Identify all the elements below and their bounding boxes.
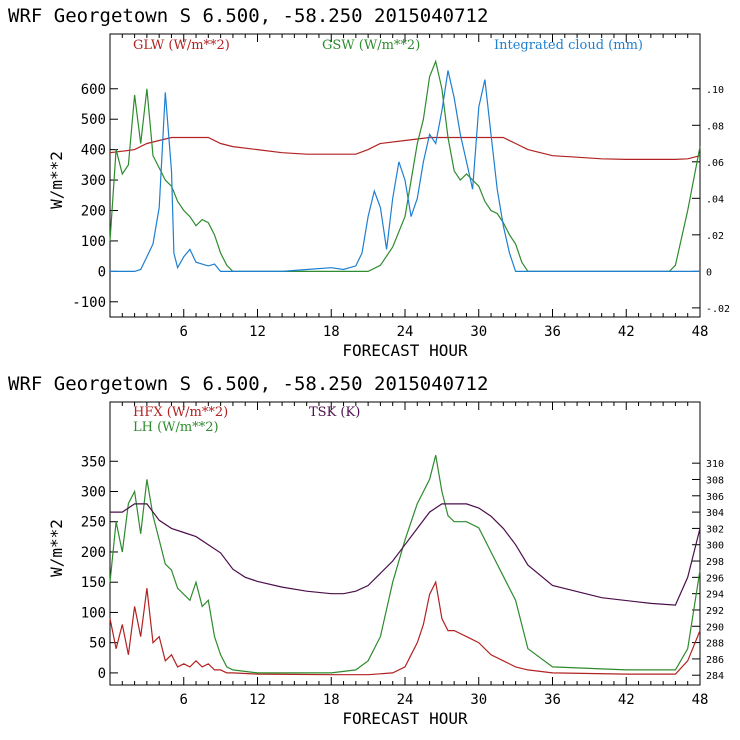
bottom-ytick-label: 300 (81, 484, 106, 500)
bottom-xtick-label: 48 (692, 692, 709, 708)
bottom-xtick-label: 24 (397, 692, 414, 708)
top-plot-frame (109, 33, 701, 318)
top-xtick-label: 6 (180, 324, 188, 340)
top-xtick-label: 48 (692, 324, 709, 340)
bottom-y2tick-label: 304 (706, 508, 724, 519)
top-xtick-label: 42 (618, 324, 635, 340)
top-left-axis: -100 0 100 200 300 400 500 600 (72, 82, 118, 311)
top-ytick-label: 400 (81, 143, 106, 159)
bottom-xtick-label: 12 (249, 692, 266, 708)
bottom-right-axis: 284 286 288 290 292 294 296 298 300 302 304 306 308 3… (692, 459, 724, 682)
bottom-y2tick-label: 284 (706, 671, 724, 682)
bottom-xtick-label: 36 (544, 692, 561, 708)
bottom-y2tick-label: 296 (706, 573, 724, 584)
top-y2tick-label: .08 (706, 121, 724, 132)
bottom-y2tick-label: 292 (706, 606, 724, 617)
legend-tsk: TSK (K) (309, 405, 360, 420)
legend-hfx: HFX (W/m**2) (133, 405, 228, 420)
top-y2tick-label: 0 (706, 267, 712, 278)
bottom-xtick-label: 30 (470, 692, 487, 708)
bottom-ytick-label: 250 (81, 515, 106, 531)
bottom-title: WRF Georgetown S 6.500, -58.250 20150407… (8, 373, 488, 395)
bottom-x-axis: 6 12 18 24 30 36 42 48 (121, 402, 709, 708)
bottom-y2tick-label: 306 (706, 492, 724, 503)
bottom-series-lh-line (109, 455, 701, 674)
bottom-panel: WRF Georgetown S 6.500, -58.250 20150407… (8, 373, 724, 728)
top-y2tick-label: -.02 (706, 304, 730, 315)
top-ytick-label: 500 (81, 112, 106, 128)
bottom-ytick-label: 0 (98, 666, 106, 682)
bottom-y2tick-label: 290 (706, 622, 724, 633)
bottom-ytick-label: 50 (89, 636, 106, 652)
bottom-x-label: FORECAST HOUR (342, 709, 468, 728)
bottom-y-label: W/m**2 (47, 519, 66, 577)
bottom-y2tick-label: 298 (706, 557, 724, 568)
top-ytick-label: 100 (81, 234, 106, 250)
bottom-y2tick-label: 308 (706, 475, 724, 486)
top-x-axis: 6 12 18 24 30 36 42 48 (121, 34, 709, 340)
top-xtick-label: 36 (544, 324, 561, 340)
top-xtick-label: 30 (470, 324, 487, 340)
bottom-y2tick-label: 310 (706, 459, 724, 470)
top-y2tick-label: .02 (706, 231, 724, 242)
top-series-gsw-line (109, 59, 701, 272)
bottom-y2tick-label: 294 (706, 590, 724, 601)
top-x-label: FORECAST HOUR (342, 341, 468, 360)
legend-glw: GLW (W/m**2) (133, 38, 230, 53)
bottom-y2tick-label: 300 (706, 541, 724, 552)
top-ytick-label: -100 (72, 295, 106, 311)
top-y2tick-label: .04 (706, 194, 724, 205)
bottom-series (109, 455, 701, 676)
legend-cloud: Integrated cloud (mm) (494, 38, 643, 53)
top-series (109, 59, 701, 272)
legend-gsw: GSW (W/m**2) (322, 38, 420, 53)
top-ytick-label: 0 (98, 264, 106, 280)
bottom-series-hfx-line (109, 580, 701, 676)
bottom-ytick-label: 200 (81, 545, 106, 561)
bottom-xtick-label: 42 (618, 692, 635, 708)
bottom-left-axis: 0 50 100 150 200 250 300 350 (81, 454, 118, 682)
bottom-plot-frame (109, 401, 701, 686)
legend-lh: LH (W/m**2) (133, 420, 219, 435)
top-xtick-label: 18 (323, 324, 340, 340)
bottom-xtick-label: 18 (323, 692, 340, 708)
bottom-xtick-label: 6 (180, 692, 188, 708)
top-panel: WRF Georgetown S 6.500, -58.250 20150407… (8, 5, 730, 360)
top-title: WRF Georgetown S 6.500, -58.250 20150407… (8, 5, 488, 27)
top-xtick-label: 12 (249, 324, 266, 340)
top-series-cloud-line (110, 70, 700, 272)
bottom-ytick-label: 350 (81, 454, 106, 470)
top-ytick-label: 200 (81, 203, 106, 219)
top-series-glw-line (109, 136, 701, 160)
top-y-label: W/m**2 (47, 151, 66, 209)
bottom-y2tick-label: 288 (706, 639, 724, 650)
top-right-axis: -.02 0 .02 .04 .06 .08 .10 (692, 85, 730, 315)
top-y2tick-label: .10 (706, 85, 724, 96)
bottom-ytick-label: 100 (81, 605, 106, 621)
top-xtick-label: 24 (397, 324, 414, 340)
bottom-ytick-label: 150 (81, 575, 106, 591)
bottom-y2tick-label: 302 (706, 524, 724, 535)
bottom-y2tick-label: 286 (706, 655, 724, 666)
top-ytick-label: 300 (81, 173, 106, 189)
top-ytick-label: 600 (81, 82, 106, 98)
bottom-series-tsk-line (110, 503, 701, 606)
top-y2tick-label: .06 (706, 158, 724, 169)
